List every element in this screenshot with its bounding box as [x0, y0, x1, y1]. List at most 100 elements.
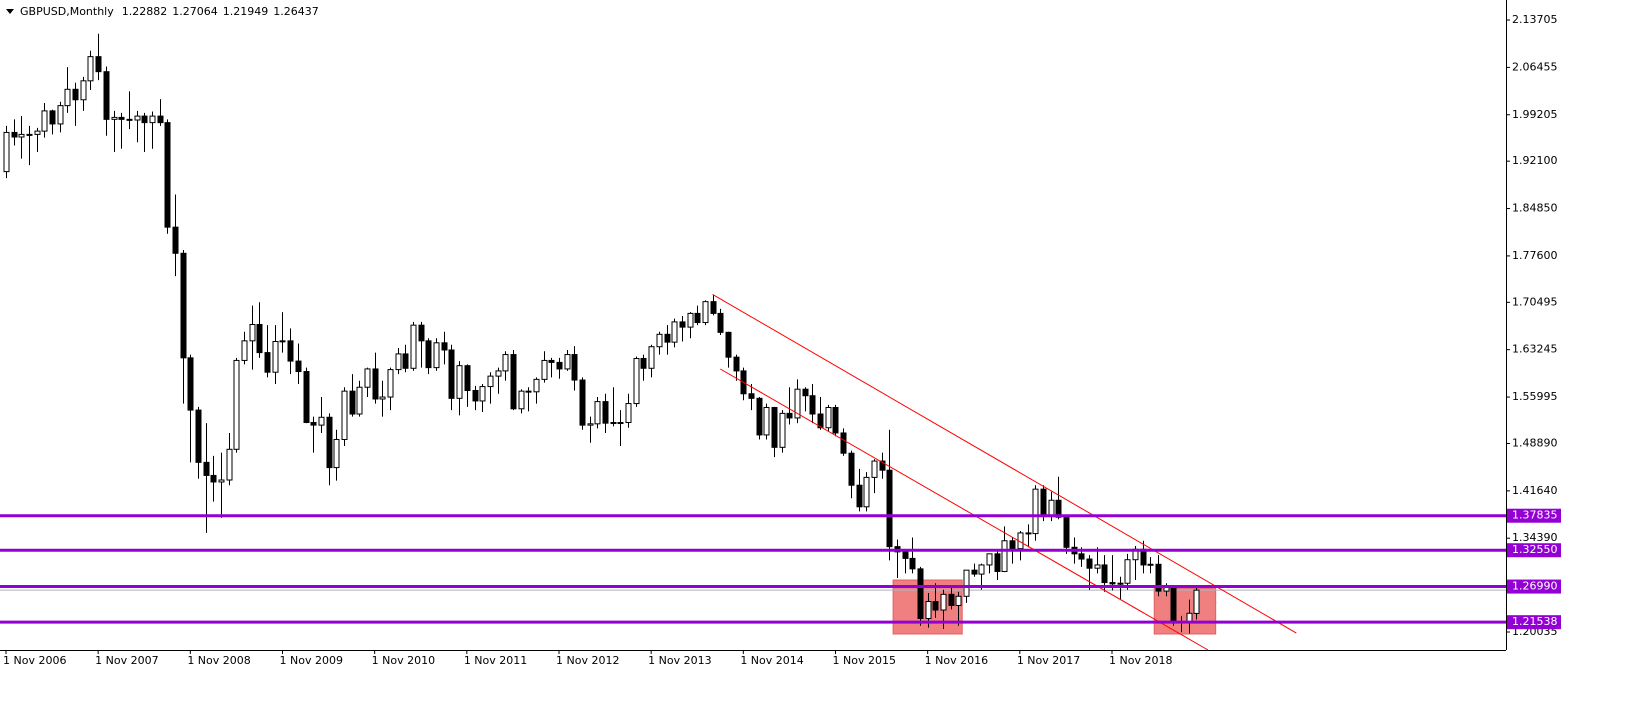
candle-body	[825, 406, 832, 429]
candle-body	[249, 324, 256, 342]
candle-body	[879, 460, 886, 471]
candle-body	[418, 324, 425, 342]
level-label: 1.32550	[1512, 543, 1558, 556]
candle-body	[556, 361, 563, 370]
candle-body	[1063, 516, 1070, 548]
candle-body	[594, 401, 601, 425]
candle-body	[502, 354, 509, 372]
candle-body	[310, 422, 317, 426]
candle-body	[379, 396, 386, 400]
candle-body	[103, 71, 110, 120]
x-tick-label: 1 Nov 2013	[648, 654, 711, 667]
candle-body	[241, 340, 248, 361]
candle-body	[955, 595, 962, 606]
candle-body	[1009, 540, 1016, 550]
candle-body	[587, 423, 594, 426]
y-tick-label: 1.99205	[1512, 108, 1558, 121]
candle-body	[548, 359, 555, 363]
y-tick-label: 1.41640	[1512, 484, 1558, 497]
candle-body	[472, 389, 479, 402]
header: GBPUSD,Monthly 1.22882 1.27064 1.21949 1.264…	[20, 5, 319, 18]
candle-body	[756, 397, 763, 436]
candle-body	[333, 438, 340, 469]
candle-body	[402, 353, 409, 369]
low-value: 1.21949	[223, 5, 269, 18]
candle-body	[863, 476, 870, 508]
candle-body	[149, 115, 156, 124]
level-label: 1.37835	[1512, 509, 1558, 522]
level-label-box	[1507, 615, 1561, 630]
open-value: 1.22882	[122, 5, 168, 18]
candle-body	[126, 118, 133, 121]
high-value: 1.27064	[172, 5, 218, 18]
candle-body	[3, 131, 10, 173]
candle-body	[118, 116, 125, 120]
candle-body	[579, 379, 586, 426]
candle-body	[1048, 499, 1055, 518]
candle-body	[640, 357, 647, 369]
candle-body	[1109, 582, 1116, 585]
candle-body	[57, 105, 64, 125]
candle-body	[187, 357, 194, 411]
candle-body	[733, 356, 740, 372]
candle-body	[272, 340, 279, 373]
candle-body	[1117, 582, 1124, 585]
y-tick-label: 2.06455	[1512, 60, 1558, 73]
candle-body	[1094, 564, 1101, 569]
candle-body	[433, 342, 440, 369]
candle-body	[279, 340, 286, 343]
candle-body	[41, 110, 48, 132]
candle-body	[518, 390, 525, 410]
candle-body	[456, 365, 463, 399]
x-tick-label: 1 Nov 2011	[464, 654, 527, 667]
y-tick-label: 1.77600	[1512, 249, 1558, 262]
candle-body	[425, 340, 432, 369]
y-tick-label: 1.70495	[1512, 295, 1558, 308]
candle-body	[264, 352, 271, 373]
candle-body	[717, 312, 724, 333]
candle-body	[848, 452, 855, 486]
candle-body	[1155, 563, 1162, 592]
candle-body	[372, 368, 379, 400]
candle-body	[387, 369, 394, 398]
candle-body	[533, 378, 540, 393]
menu-arrow[interactable]	[6, 9, 14, 14]
candle-body	[978, 564, 985, 575]
y-tick-label: 1.63245	[1512, 343, 1558, 356]
candle-body	[287, 340, 294, 362]
candle-body	[656, 333, 663, 348]
candle-body	[26, 133, 33, 136]
candle-body	[786, 412, 793, 419]
candle-body	[448, 349, 455, 399]
level-label-box	[1507, 543, 1561, 558]
candle-body	[487, 375, 494, 388]
candle-body	[256, 324, 263, 354]
x-tick-label: 1 Nov 2016	[925, 654, 988, 667]
candle-body	[794, 388, 801, 419]
candle-body	[295, 360, 302, 373]
candle-body	[948, 593, 955, 606]
candle-body	[11, 131, 18, 138]
trend-line	[720, 368, 1209, 651]
x-tick-label: 1 Nov 2014	[740, 654, 803, 667]
x-tick-label: 1 Nov 2018	[1109, 654, 1172, 667]
candle-body	[1170, 586, 1177, 623]
candle-body	[779, 412, 786, 448]
x-tick-label: 1 Nov 2008	[187, 654, 250, 667]
candle-body	[525, 390, 532, 393]
candle-body	[111, 116, 118, 120]
candle-body	[541, 359, 548, 380]
candle-body	[180, 252, 187, 359]
candle-body	[1078, 553, 1085, 560]
y-tick-label: 1.92100	[1512, 154, 1558, 167]
candle-body	[694, 312, 701, 324]
candle-body	[671, 321, 678, 343]
candle-body	[625, 403, 632, 424]
candle-body	[648, 346, 655, 369]
candle-body	[610, 422, 617, 425]
candle-body	[617, 422, 624, 425]
candle-body	[64, 88, 71, 107]
y-tick-label: 1.34390	[1512, 531, 1558, 544]
x-tick-label: 1 Nov 2007	[95, 654, 158, 667]
candle-body	[303, 371, 310, 424]
